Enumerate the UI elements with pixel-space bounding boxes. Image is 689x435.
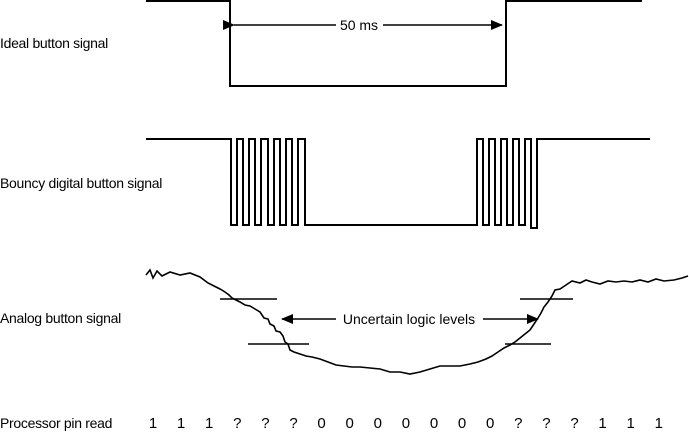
pin-read-value: 1 — [177, 415, 185, 432]
pin-read-value: 1 — [627, 415, 635, 432]
pin-read-value: ? — [542, 415, 550, 432]
ideal-signal-trace — [146, 0, 642, 87]
pin-read-value: 1 — [655, 415, 663, 432]
pin-read-value: ? — [233, 415, 241, 432]
pin-read-value: 1 — [205, 415, 213, 432]
pin-read-value: 1 — [598, 415, 606, 432]
duration-label: 50 ms — [340, 17, 378, 33]
pin-read-value: 0 — [317, 415, 325, 432]
bouncy-signal-label: Bouncy digital button signal — [0, 175, 163, 191]
pin-read-value: 0 — [458, 415, 466, 432]
uncertain-logic-label: Uncertain logic levels — [343, 311, 475, 327]
pin-read-value: 0 — [402, 415, 410, 432]
processor-pin-read-label: Processor pin read — [0, 415, 113, 431]
pin-read-value: 0 — [374, 415, 382, 432]
pin-read-value: 0 — [346, 415, 354, 432]
pin-read-value: ? — [261, 415, 269, 432]
analog-signal-label: Analog button signal — [0, 310, 121, 326]
pin-read-value: ? — [570, 415, 578, 432]
pin-read-value: ? — [289, 415, 297, 432]
pin-read-value: ? — [514, 415, 522, 432]
pin-read-value: 0 — [430, 415, 438, 432]
pin-reads-row: 1 1 1??? 0 0 0 0 0 0 0??? 1 1 1 — [149, 415, 663, 432]
ideal-signal-label: Ideal button signal — [0, 35, 108, 51]
bouncy-signal-trace — [146, 138, 650, 229]
pin-read-value: 0 — [486, 415, 494, 432]
pin-read-value: 1 — [149, 415, 157, 432]
